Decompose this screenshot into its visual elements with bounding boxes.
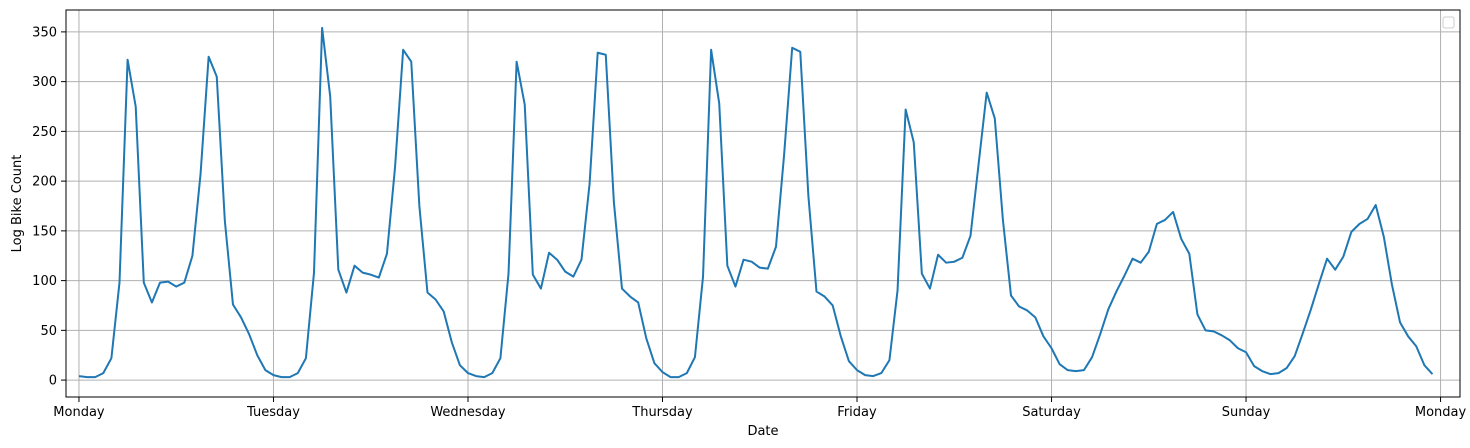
x-axis-label: Date xyxy=(747,424,778,439)
x-tick-label: Saturday xyxy=(1022,405,1081,420)
x-tick-label: Wednesday xyxy=(430,405,506,420)
x-tick-label: Monday xyxy=(53,405,105,420)
y-tick-label: 250 xyxy=(32,125,57,140)
series-layer xyxy=(78,26,1434,379)
x-tick-label: Friday xyxy=(837,405,877,420)
y-axis: 0 50 100 150 200 250 300 350 xyxy=(32,25,66,389)
x-tick-label: Sunday xyxy=(1222,405,1271,420)
x-axis: Monday Tuesday Wednesday Thursday Friday Satu… xyxy=(53,397,1467,420)
y-tick-label: 0 xyxy=(49,374,57,389)
y-tick-label: 200 xyxy=(32,175,57,190)
plot-frame xyxy=(65,9,1461,398)
x-tick-label: Tuesday xyxy=(246,405,300,420)
grid xyxy=(66,10,1460,397)
y-tick-label: 100 xyxy=(32,274,57,289)
x-tick-label: Monday xyxy=(1415,405,1467,420)
legend-box xyxy=(1442,16,1455,29)
y-tick-label: 150 xyxy=(32,224,57,239)
y-tick-label: 300 xyxy=(32,75,57,90)
y-axis-label: Log Bike Count xyxy=(10,155,25,253)
y-tick-label: 50 xyxy=(40,324,57,339)
x-tick-label: Thursday xyxy=(631,405,693,420)
series-line xyxy=(78,26,1434,379)
y-tick-label: 350 xyxy=(32,25,57,40)
